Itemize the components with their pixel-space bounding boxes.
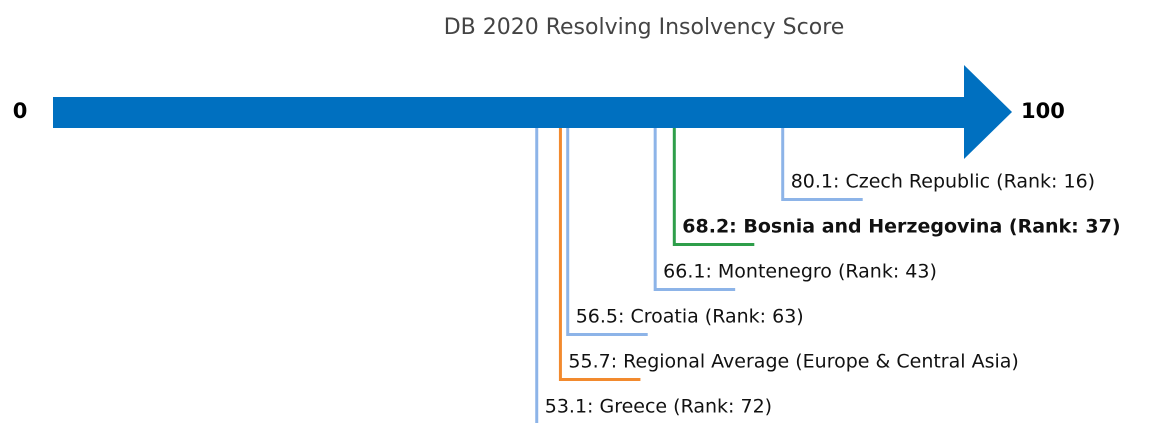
axis-arrow-head	[964, 65, 1012, 159]
x-tick-label: 0	[13, 99, 28, 123]
value-label: 53.1: Greece (Rank: 72)	[545, 396, 772, 418]
value-label: 68.2: Bosnia and Herzegovina (Rank: 37)	[682, 216, 1120, 238]
leader-line	[781, 128, 863, 201]
chart-title: DB 2020 Resolving Insolvency Score	[444, 15, 845, 40]
value-label: 80.1: Czech Republic (Rank: 16)	[791, 171, 1095, 193]
leader-line	[558, 128, 641, 381]
leader-line	[566, 128, 648, 336]
value-label: 56.5: Croatia (Rank: 63)	[576, 306, 804, 328]
value-label: 55.7: Regional Average (Europe & Central…	[568, 351, 1018, 373]
leader-line	[535, 128, 617, 423]
x-tick-label: 100	[1021, 99, 1065, 123]
leader-line	[653, 128, 736, 291]
value-label: 66.1: Montenegro (Rank: 43)	[663, 261, 937, 283]
leader-line	[672, 128, 755, 246]
axis-arrow-shaft	[53, 97, 964, 128]
